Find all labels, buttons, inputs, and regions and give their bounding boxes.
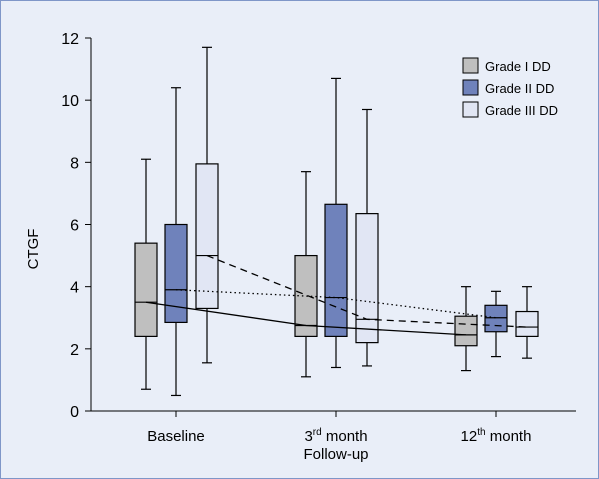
y-tick-label: 2 — [70, 342, 79, 359]
legend-swatch — [462, 57, 479, 74]
iqr-box — [324, 203, 348, 338]
iqr-box — [484, 304, 508, 333]
box-grade-iii-dd-0 — [195, 46, 219, 364]
box-grade-iii-dd-2 — [515, 286, 539, 359]
x-tick-label: Baseline — [147, 428, 205, 445]
iqr-box — [355, 213, 379, 344]
iqr-box — [134, 242, 158, 337]
box-grade-i-dd-2 — [454, 286, 478, 372]
y-tick-label: 0 — [70, 404, 79, 421]
legend-swatch — [462, 101, 479, 118]
iqr-box — [195, 163, 219, 310]
iqr-box — [294, 254, 318, 337]
trend-lines-layer — [145, 254, 528, 336]
box-grade-i-dd-0 — [134, 158, 158, 390]
trend-line-solid — [145, 301, 467, 336]
y-axis-label: CTGF — [25, 229, 42, 270]
x-tick-label: 3rd month — [304, 427, 367, 445]
legend-label: Grade II DD — [485, 81, 554, 96]
box-grade-iii-dd-1 — [355, 108, 379, 367]
y-ticks: 0 2 4 6 8 10 12 — [61, 31, 91, 421]
trend-line-dashed — [206, 254, 528, 328]
iqr-box — [164, 223, 188, 324]
y-tick-label: 10 — [61, 93, 79, 110]
legend-label: Grade I DD — [485, 59, 551, 74]
box-grade-ii-dd-0 — [164, 87, 188, 397]
iqr-box — [515, 310, 539, 337]
legend-swatch — [462, 79, 479, 96]
box-grade-ii-dd-2 — [484, 290, 508, 358]
iqr-box — [454, 315, 478, 347]
boxes-layer — [134, 46, 539, 397]
x-axis-title: Follow-up — [303, 446, 368, 463]
y-tick-label: 6 — [70, 218, 79, 235]
y-tick-label: 8 — [70, 155, 79, 172]
legend: Grade I DD Grade II DD Grade III DD — [462, 57, 558, 118]
legend-label: Grade III DD — [485, 103, 558, 118]
box-grade-ii-dd-1 — [324, 77, 348, 369]
y-tick-label: 12 — [61, 31, 79, 48]
y-tick-label: 4 — [70, 280, 79, 297]
box-grade-i-dd-1 — [294, 171, 318, 378]
x-tick-label: 12th month — [461, 427, 532, 445]
